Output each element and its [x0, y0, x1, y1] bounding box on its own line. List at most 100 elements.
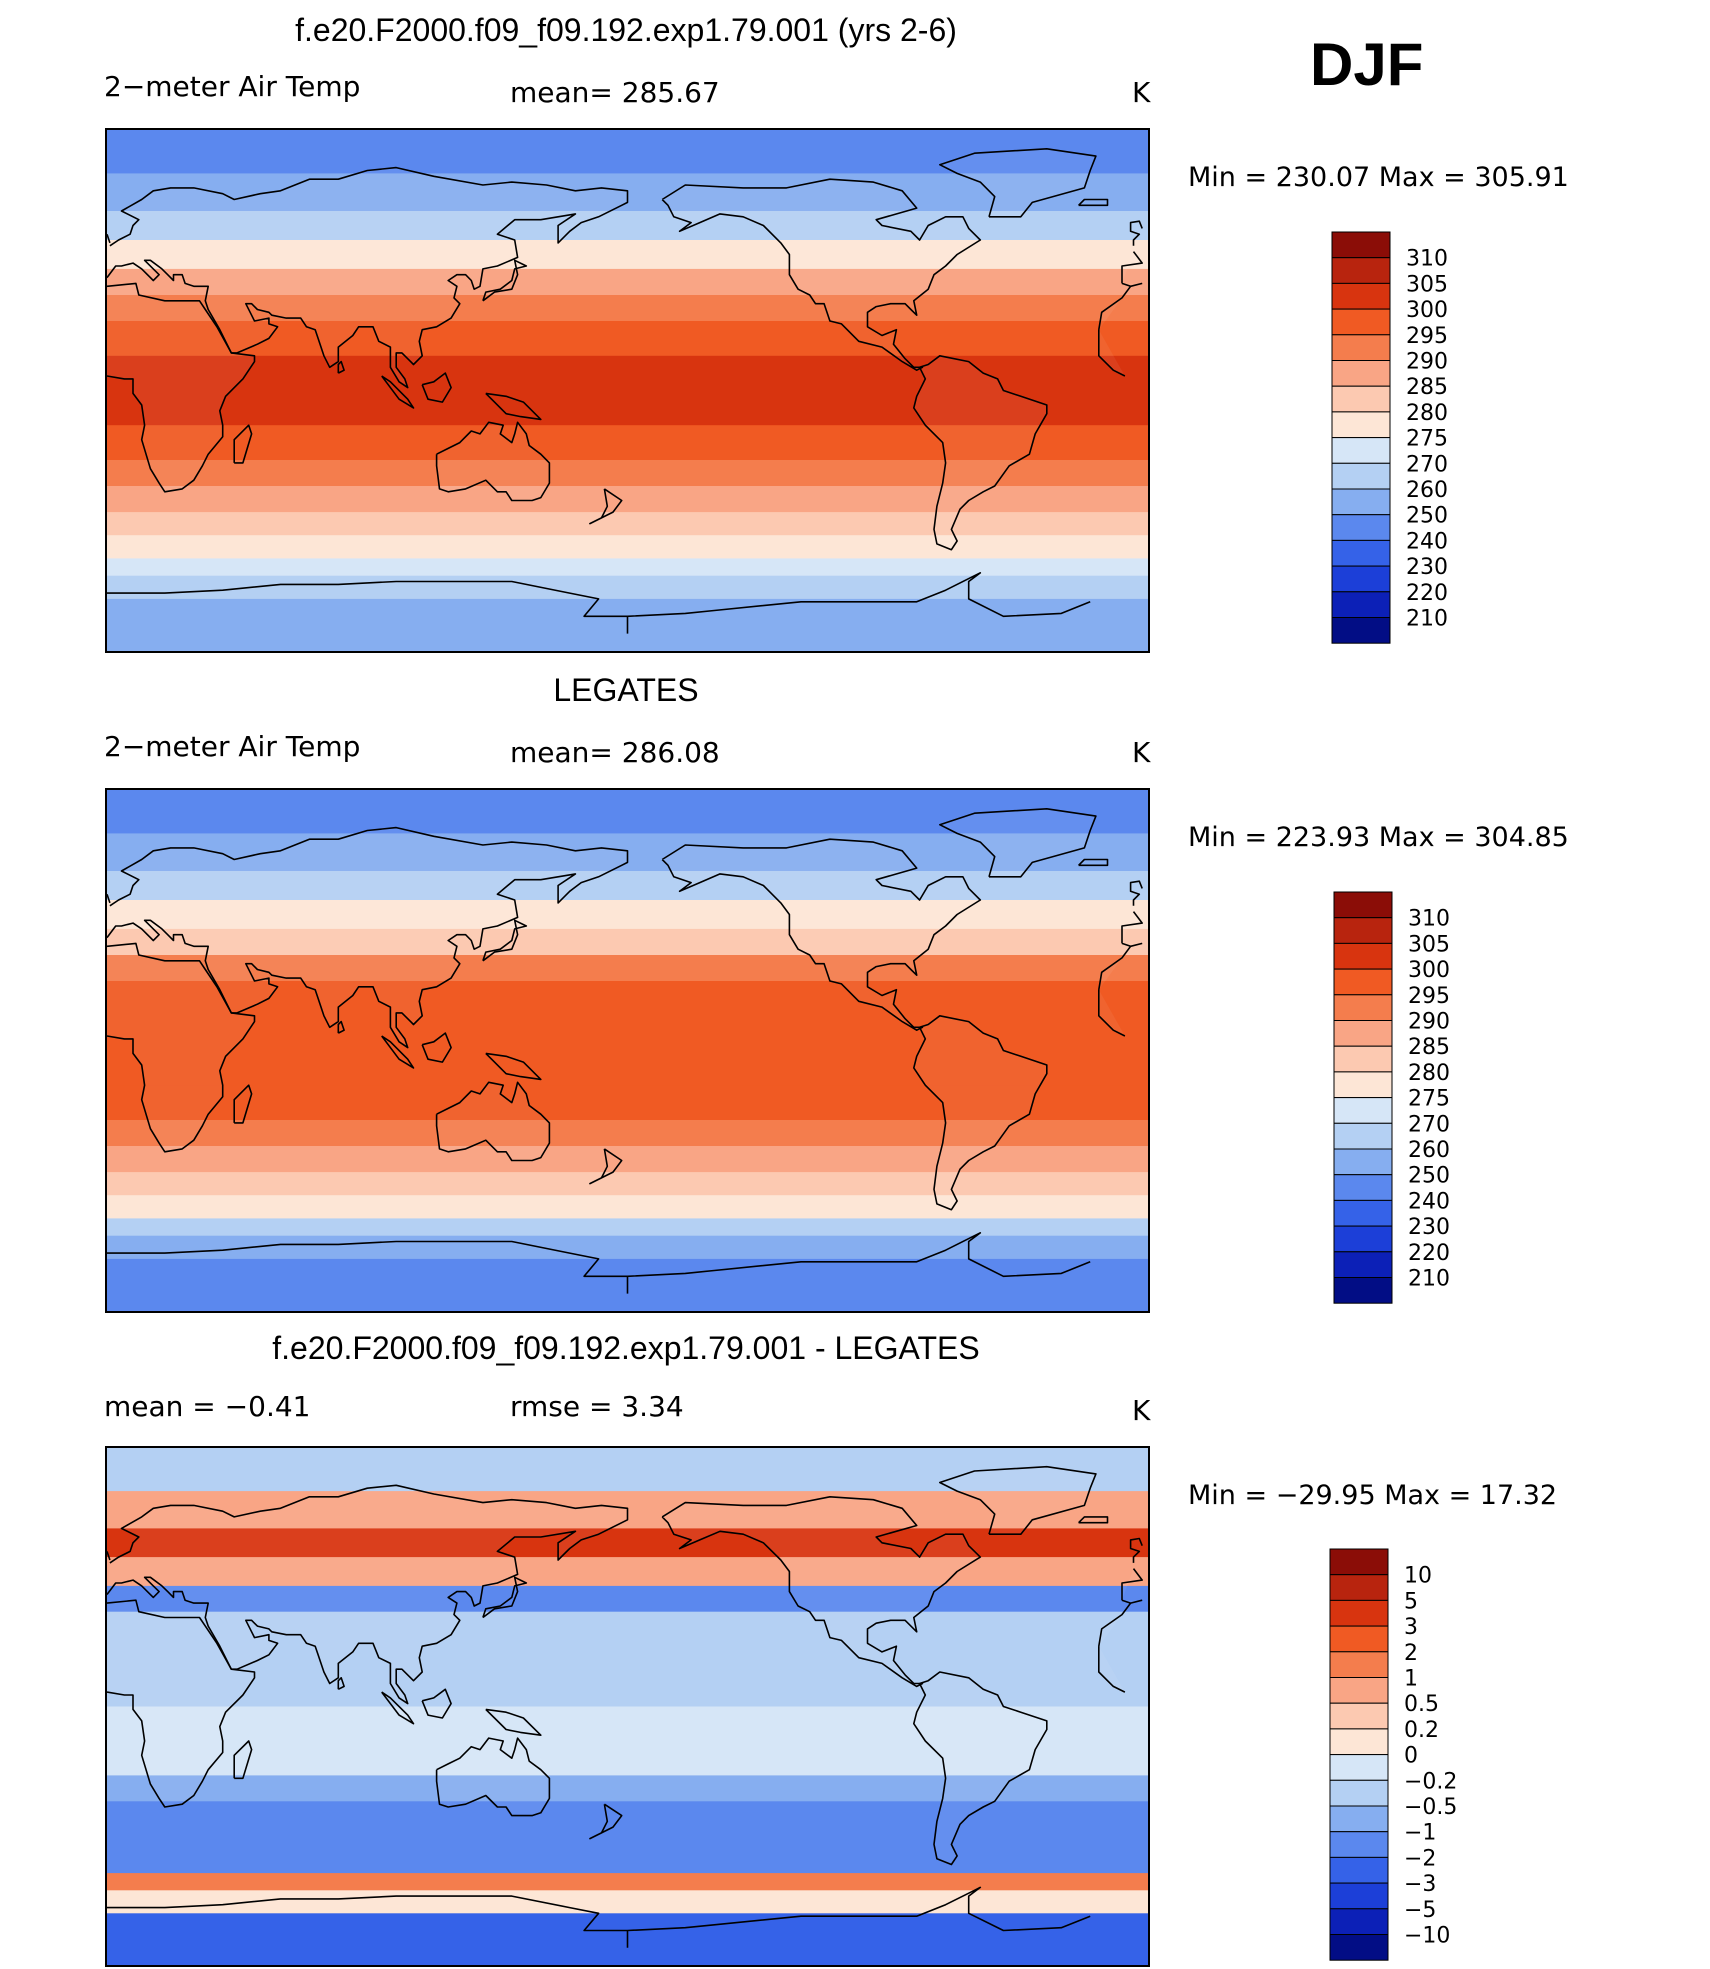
coastline-africa: [107, 1599, 1132, 1808]
colorbar-swatch: [1329, 1882, 1389, 1910]
coastline-new-guinea: [485, 1052, 542, 1081]
colorbar-tick-label: −10: [1404, 1924, 1450, 1949]
coastline-japan: [482, 259, 528, 302]
colorbar-tick-label: 5: [1404, 1589, 1418, 1614]
lat-band: [107, 390, 1148, 426]
colorbar-swatch: [1329, 1779, 1389, 1807]
colorbar-tick-label: 230: [1406, 555, 1448, 580]
land-south-america: [913, 1015, 1047, 1210]
panel-diff-colorbar: 10 5 3 2 1 0.5 0.2 0 −0.2 −0.5 −1 −2 −3 −5 −10: [1328, 1547, 1508, 1961]
colorbar-swatch: [1331, 617, 1391, 644]
coastline-japan: [482, 919, 528, 962]
lat-band: [107, 1448, 1148, 1492]
colorbar-tick-label: 280: [1406, 401, 1448, 426]
coastline-iceland: [1078, 1516, 1109, 1524]
lat-band: [107, 1850, 1148, 1874]
coastline-australia: [435, 1081, 551, 1162]
lat-band: [107, 900, 1148, 930]
colorbar-swatch: [1329, 1754, 1389, 1781]
lat-band: [107, 355, 1148, 392]
lat-band: [107, 1827, 1148, 1851]
lat-band: [107, 240, 1148, 270]
colorbar-swatch: [1329, 1831, 1389, 1858]
colorbar-swatch: [1333, 942, 1393, 970]
colorbar-tick-label: 260: [1406, 478, 1448, 503]
lat-band: [107, 1672, 1148, 1708]
coastline-sri-lanka: [337, 1020, 345, 1034]
land-north-america: [662, 179, 981, 371]
colorbar-swatch: [1333, 1097, 1393, 1124]
coastline-madagascar: [233, 1740, 253, 1780]
colorbar-tick-label: 10: [1404, 1564, 1432, 1589]
coastline-sri-lanka: [337, 360, 345, 374]
panel-obs-map: [105, 788, 1150, 1313]
colorbar-swatch: [1331, 488, 1391, 516]
lat-band: [107, 1120, 1148, 1147]
panel-diff-title: f.e20.F2000.f09_f09.192.exp1.79.001 - LE…: [272, 1330, 980, 1366]
colorbar-swatch: [1329, 1908, 1389, 1935]
panel-obs-colorbar-svg: 3103053002952902852802752702602502402302…: [1333, 891, 1450, 1304]
coastline-borneo: [421, 372, 452, 403]
panel-obs-units: K: [1132, 736, 1151, 769]
lat-band: [107, 1637, 1148, 1673]
colorbar-tick-label: 250: [1406, 504, 1448, 529]
lat-band: [107, 1015, 1148, 1052]
panel-diff-mean: mean = −0.41: [104, 1390, 311, 1423]
colorbar-tick-label: 0.2: [1404, 1718, 1439, 1743]
colorbar-swatch: [1331, 539, 1391, 567]
coastline-new-guinea: [485, 392, 542, 421]
land-north-america: [662, 1496, 981, 1687]
colorbar-swatch: [1333, 1122, 1393, 1150]
colorbar-swatch: [1329, 1548, 1389, 1576]
colorbar-tick-label: 310: [1406, 247, 1448, 272]
colorbar-tick-label: 270: [1408, 1112, 1450, 1137]
colorbar-swatch: [1331, 257, 1391, 284]
lat-band: [107, 981, 1148, 1017]
colorbar-tick-label: 1: [1404, 1667, 1418, 1692]
lat-band: [107, 1706, 1148, 1742]
coastline-antarctica-coast: [107, 572, 1091, 634]
coastline-uk: [107, 880, 1143, 906]
panel-model-units: K: [1132, 76, 1151, 109]
coastline-iceland: [1078, 858, 1109, 867]
lat-band: [107, 268, 1148, 296]
lat-band: [107, 512, 1148, 536]
colorbar-swatch: [1333, 891, 1393, 919]
colorbar-swatch: [1329, 1934, 1389, 1961]
colorbar-tick-label: −3: [1404, 1872, 1436, 1897]
colorbar-swatch: [1333, 1020, 1393, 1047]
colorbar-tick-label: 230: [1408, 1215, 1450, 1240]
colorbar-swatch: [1333, 1071, 1393, 1099]
land-eurasia: [107, 1485, 1143, 1704]
coastline-greenland: [939, 148, 1097, 218]
land-eurasia: [107, 167, 1143, 388]
lat-band: [107, 1775, 1148, 1802]
colorbar-swatch: [1331, 462, 1391, 490]
lat-band: [107, 1801, 1148, 1828]
coastline-south-america: [913, 1015, 1048, 1211]
lat-band: [107, 928, 1148, 956]
coastline-sumatra: [381, 1691, 415, 1725]
lat-band: [107, 1172, 1148, 1196]
colorbar-swatch: [1329, 1574, 1389, 1601]
lat-band: [107, 1873, 1148, 1891]
lat-band: [107, 1050, 1148, 1086]
colorbar-swatch: [1333, 994, 1393, 1022]
lat-band: [107, 1585, 1148, 1613]
coastline-new-zealand: [589, 1148, 623, 1185]
panel-obs-minmax: Min = 223.93 Max = 304.85: [1188, 822, 1569, 853]
colorbar-swatch: [1333, 917, 1393, 944]
colorbar-tick-label: 310: [1408, 907, 1450, 932]
panel-diff-map: [105, 1446, 1150, 1967]
colorbar-tick-label: −0.5: [1404, 1795, 1457, 1820]
panel-model-map-svg: [107, 130, 1148, 651]
lat-band: [107, 130, 1148, 174]
coastline-north-america: [661, 838, 982, 1031]
coastline-greenland: [939, 808, 1097, 878]
coastline-madagascar: [233, 1084, 253, 1124]
lat-band: [107, 1195, 1148, 1219]
panel-model-variable-label: 2−meter Air Temp: [104, 70, 361, 103]
lat-band: [107, 1557, 1148, 1587]
coastline-borneo: [421, 1032, 452, 1063]
